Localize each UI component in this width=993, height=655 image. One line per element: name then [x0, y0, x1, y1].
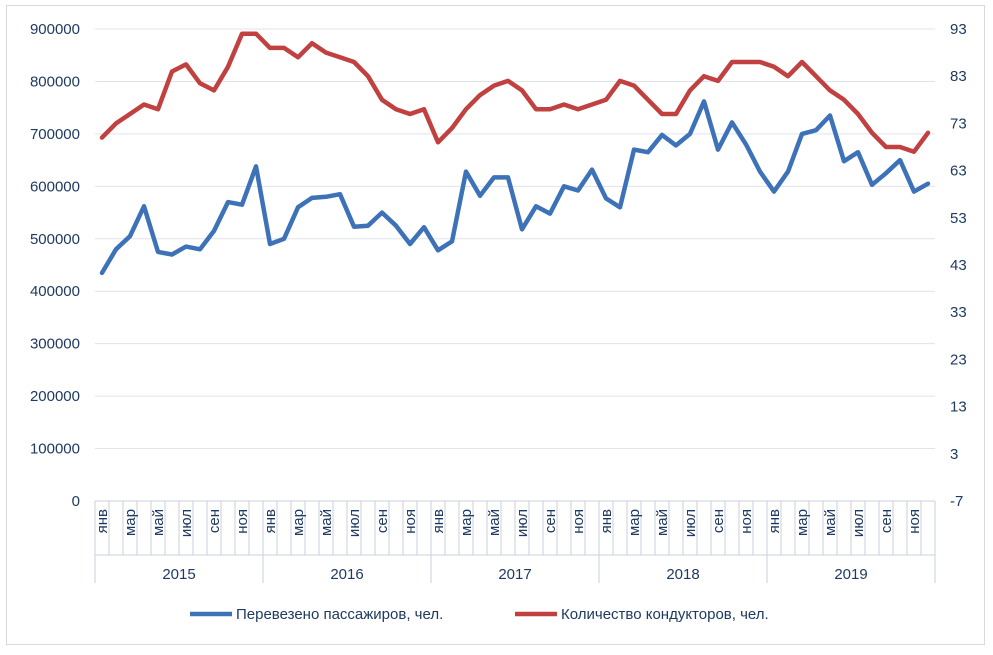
- month-label: июл: [682, 509, 699, 537]
- left-axis-tick: 700000: [30, 126, 80, 143]
- right-axis-tick: 83: [950, 68, 967, 85]
- right-axis-tick: 73: [950, 115, 967, 132]
- left-axis-tick: 300000: [30, 336, 80, 353]
- left-axis-tick: 100000: [30, 441, 80, 458]
- month-label: мар: [458, 509, 475, 536]
- right-axis-tick: 93: [950, 21, 967, 38]
- month-label: ноя: [738, 509, 755, 534]
- legend-label: Перевезено пассажиров, чел.: [236, 606, 443, 623]
- month-label: янв: [94, 509, 111, 533]
- left-axis-tick: 600000: [30, 178, 80, 195]
- legend-label: Количество кондукторов, чел.: [561, 606, 769, 623]
- left-axis-tick: 500000: [30, 231, 80, 248]
- left-axis-tick: 400000: [30, 283, 80, 300]
- month-label: ноя: [234, 509, 251, 534]
- month-label: июл: [346, 509, 363, 537]
- right-axis-tick: 63: [950, 163, 967, 180]
- passengers-series-line: [99, 99, 931, 276]
- year-label: 2015: [162, 566, 195, 583]
- month-label: янв: [766, 509, 783, 533]
- month-label: сен: [542, 509, 559, 533]
- month-label: мар: [794, 509, 811, 536]
- month-label: май: [822, 509, 839, 536]
- right-axis-tick: 23: [950, 351, 967, 368]
- month-label: сен: [878, 509, 895, 533]
- chart-frame: [6, 5, 985, 645]
- month-label: июл: [850, 509, 867, 537]
- month-label: май: [486, 509, 503, 536]
- month-label: сен: [710, 509, 727, 533]
- year-label: 2019: [834, 566, 867, 583]
- left-axis-tick: 800000: [30, 73, 80, 90]
- right-axis-tick: 13: [950, 399, 967, 416]
- month-label: мар: [626, 509, 643, 536]
- year-label: 2018: [666, 566, 699, 583]
- right-axis-tick: 43: [950, 257, 967, 274]
- year-label: 2016: [330, 566, 363, 583]
- month-label: май: [150, 509, 167, 536]
- month-label: мар: [122, 509, 139, 536]
- month-label: июл: [514, 509, 531, 537]
- month-label: мар: [290, 509, 307, 536]
- left-axis-tick: 900000: [30, 21, 80, 38]
- month-label: сен: [374, 509, 391, 533]
- right-axis-tick: 53: [950, 210, 967, 227]
- month-label: июл: [178, 509, 195, 537]
- month-label: ноя: [570, 509, 587, 534]
- left-axis-tick: 200000: [30, 388, 80, 405]
- month-label: май: [654, 509, 671, 536]
- year-label: 2017: [498, 566, 531, 583]
- right-axis-tick: 33: [950, 304, 967, 321]
- left-axis-tick: 0: [72, 493, 80, 510]
- month-label: янв: [262, 509, 279, 533]
- month-label: май: [318, 509, 335, 536]
- month-label: ноя: [402, 509, 419, 534]
- month-label: янв: [430, 509, 447, 533]
- month-label: янв: [598, 509, 615, 533]
- month-label: ноя: [906, 509, 923, 534]
- month-label: сен: [206, 509, 223, 533]
- right-axis-tick: 3: [950, 446, 958, 463]
- conductors-series-line: [99, 31, 931, 154]
- right-axis-tick: -7: [950, 493, 963, 510]
